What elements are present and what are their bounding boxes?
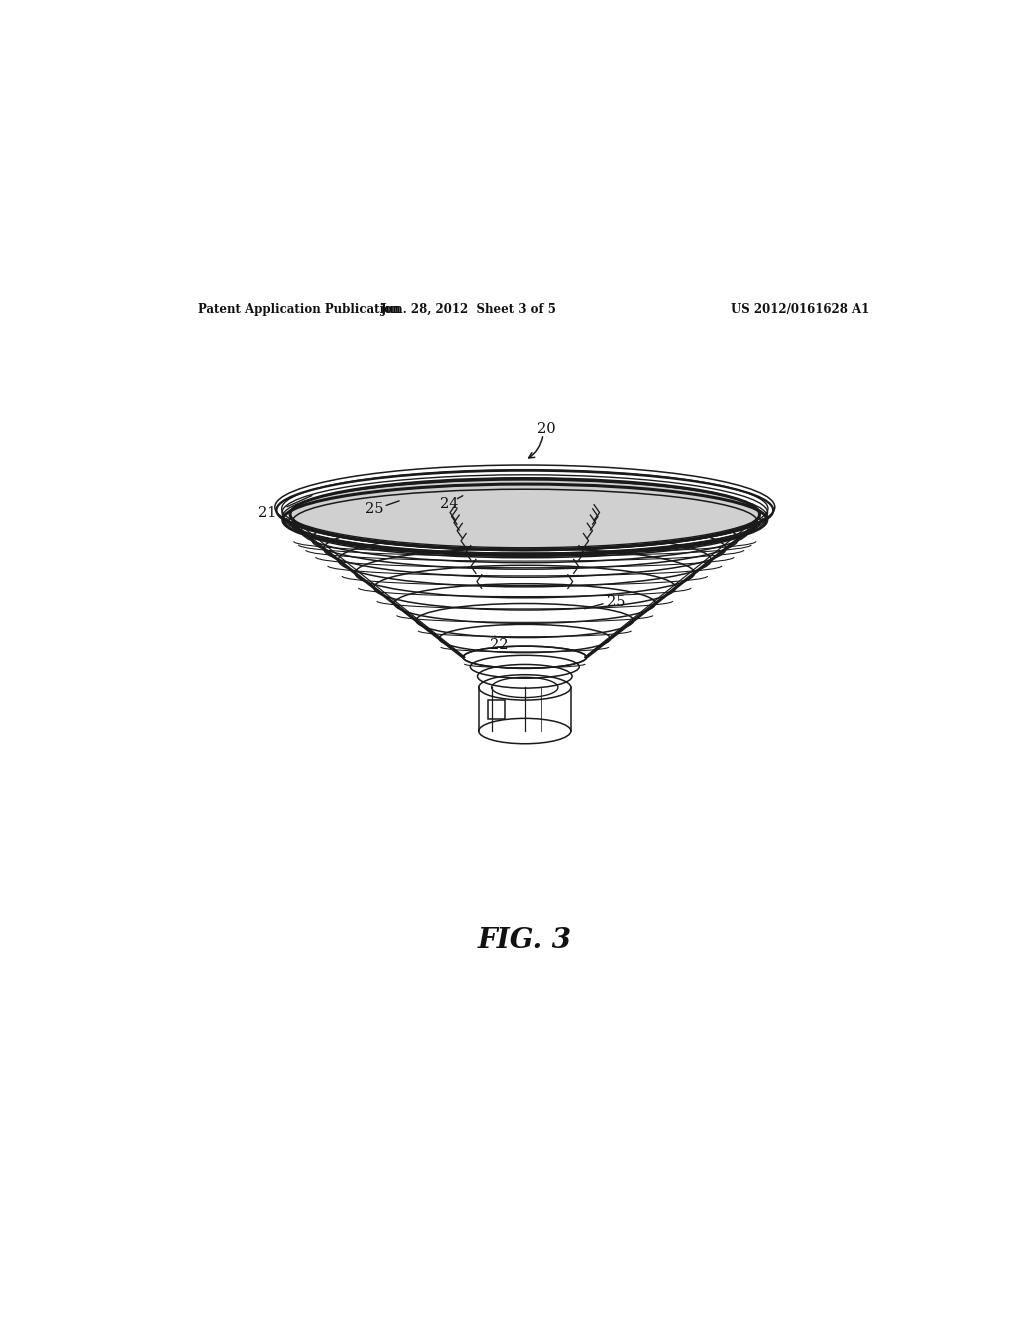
Bar — [488, 700, 506, 719]
Text: US 2012/0161628 A1: US 2012/0161628 A1 — [731, 304, 869, 315]
Text: Patent Application Publication: Patent Application Publication — [198, 304, 400, 315]
Text: 21: 21 — [258, 507, 276, 520]
Text: 25: 25 — [607, 594, 626, 609]
Ellipse shape — [290, 479, 760, 550]
Text: 24: 24 — [440, 496, 459, 511]
Text: 22: 22 — [490, 638, 509, 652]
Text: Jun. 28, 2012  Sheet 3 of 5: Jun. 28, 2012 Sheet 3 of 5 — [381, 304, 557, 315]
Text: 20: 20 — [537, 421, 555, 436]
Text: FIG. 3: FIG. 3 — [478, 927, 571, 954]
Text: 25: 25 — [365, 503, 383, 516]
